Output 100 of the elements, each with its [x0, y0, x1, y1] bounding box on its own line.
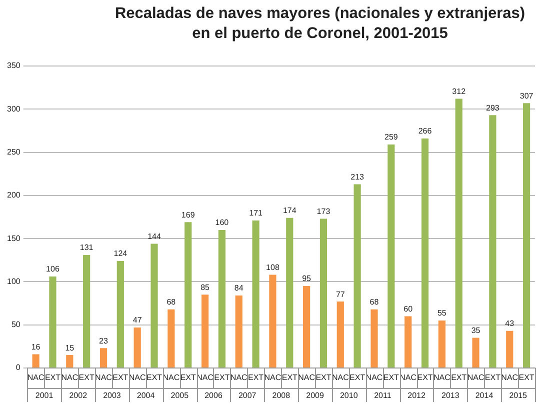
- data-label: 47: [132, 316, 142, 325]
- data-label: 43: [505, 319, 515, 328]
- bar: [388, 144, 395, 368]
- x-tick-label: 2004: [136, 391, 156, 400]
- data-label: 95: [302, 274, 312, 284]
- data-label: 169: [181, 210, 196, 220]
- text: NAC: [467, 373, 484, 382]
- text: EXT: [44, 373, 61, 382]
- data-label: 16: [31, 342, 41, 352]
- text: NAC: [501, 373, 518, 382]
- text: NAC: [230, 373, 248, 382]
- data-label: 213: [350, 172, 365, 182]
- x-tick-label: 2007: [238, 391, 257, 400]
- text: EXT: [451, 373, 467, 382]
- bar: [455, 98, 462, 368]
- text: EXT: [518, 373, 534, 382]
- text: EXT: [78, 373, 94, 382]
- data-label: 144: [148, 232, 162, 241]
- y-tick-label: 200: [6, 190, 21, 200]
- bar: [404, 316, 412, 368]
- text: EXT: [383, 373, 399, 382]
- bar: [83, 254, 90, 368]
- x-tick-label: 2009: [306, 391, 324, 400]
- x-tick-label: 2003: [103, 391, 122, 400]
- data-label: 259: [384, 132, 398, 142]
- text: EXT: [417, 373, 433, 382]
- bar: [286, 218, 294, 368]
- data-label: 131: [80, 243, 94, 252]
- text: NAC: [27, 373, 44, 382]
- x-tick-label: 2015: [509, 391, 528, 400]
- bar: [201, 294, 209, 368]
- data-label: 174: [282, 206, 297, 216]
- bar: [49, 276, 56, 368]
- text: EXT: [214, 373, 230, 382]
- bar: [66, 355, 74, 368]
- text: NAC: [61, 373, 78, 382]
- data-label: 266: [418, 126, 432, 136]
- bar: [489, 115, 496, 368]
- y-tick-label: 350: [6, 61, 21, 70]
- bar: [472, 338, 480, 368]
- data-label: 15: [65, 343, 75, 352]
- y-tick-label: 0: [16, 363, 21, 372]
- data-label: 55: [437, 308, 447, 318]
- bar: [421, 138, 429, 368]
- bar: [218, 230, 226, 368]
- data-label: 77: [336, 290, 346, 299]
- text: EXT: [282, 373, 298, 382]
- bar: [134, 327, 141, 368]
- bar: [354, 184, 361, 368]
- data-label: 312: [452, 86, 466, 96]
- data-label: 60: [404, 304, 414, 314]
- data-label: 68: [166, 298, 176, 307]
- x-tick-label: 2014: [475, 391, 494, 400]
- x-tick-label: 2013: [441, 391, 460, 400]
- data-label: 173: [316, 206, 331, 216]
- bar: [252, 220, 260, 368]
- bar: [168, 309, 175, 368]
- x-tick-label: 2002: [69, 391, 88, 400]
- x-tick-label: 2010: [340, 391, 358, 400]
- bar: [336, 302, 344, 368]
- text: EXT: [180, 373, 196, 382]
- x-tick-label: 2006: [204, 391, 223, 400]
- y-tick-label: 300: [6, 104, 21, 114]
- y-tick-label: 100: [6, 276, 21, 286]
- text: NAC: [433, 373, 450, 382]
- x-tick-label: 2001: [35, 391, 54, 400]
- bar: [522, 103, 530, 368]
- bar: [506, 330, 514, 368]
- data-label: 124: [114, 249, 128, 258]
- data-label: 293: [486, 103, 500, 112]
- text: NAC: [298, 373, 315, 382]
- data-label: 84: [234, 284, 244, 293]
- data-label: 160: [215, 218, 230, 228]
- text: NAC: [264, 373, 282, 382]
- bar: [269, 274, 276, 368]
- x-tick-label: 2005: [170, 391, 190, 400]
- x-tick-label: 2011: [374, 391, 392, 400]
- x-tick-label: 2012: [408, 391, 426, 400]
- text: EXT: [112, 373, 128, 382]
- data-label: 106: [46, 264, 60, 274]
- bar: [100, 348, 108, 368]
- text: EXT: [484, 373, 500, 382]
- bar: [150, 244, 158, 368]
- data-label: 23: [99, 336, 108, 346]
- bar: [370, 309, 378, 368]
- x-tick-label: 2008: [272, 391, 291, 400]
- data-label: 68: [370, 298, 380, 307]
- y-tick-label: 250: [6, 147, 21, 156]
- bar: [438, 320, 446, 368]
- bar: [116, 261, 124, 368]
- bar: [320, 218, 328, 368]
- data-label: 85: [200, 282, 210, 292]
- data-label: 307: [520, 91, 534, 100]
- chart-title: Recaladas de naves mayores (nacionales y extranjeras) en el puerto de Coronel, 2001-2015: [114, 4, 526, 44]
- y-tick-label: 150: [6, 234, 21, 243]
- series-label: EXT: [248, 373, 264, 382]
- text: EXT: [146, 373, 162, 382]
- text: EXT: [350, 373, 366, 382]
- bar: [184, 222, 192, 368]
- data-label: 171: [249, 208, 264, 218]
